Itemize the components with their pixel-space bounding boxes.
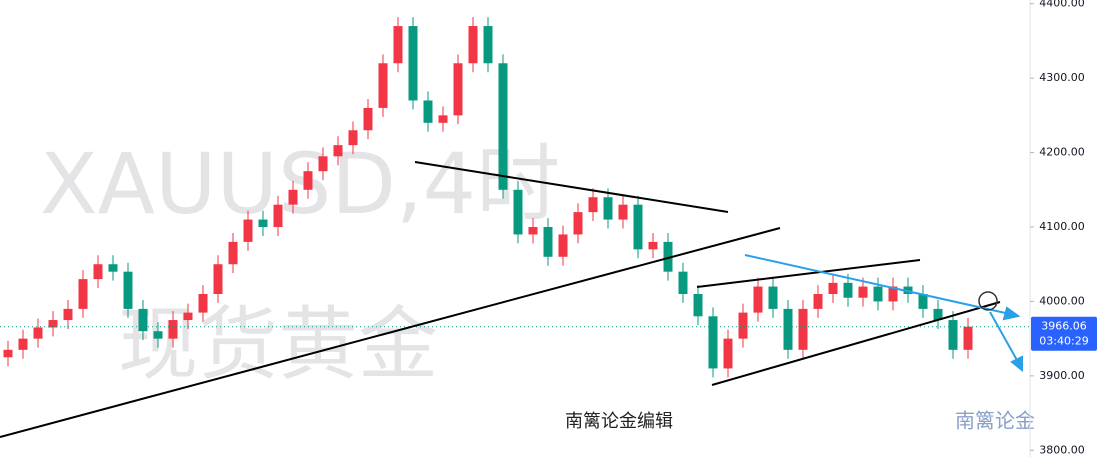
candle-body	[33, 327, 43, 339]
candle-body	[258, 219, 268, 228]
candle-body	[348, 130, 358, 146]
countdown: 03:40:29	[1039, 335, 1088, 348]
candle-body	[288, 189, 298, 205]
candle-body	[468, 26, 478, 64]
arrow-head	[1002, 306, 1021, 321]
y-tick-label: 4100.00	[1039, 220, 1085, 233]
candle-body	[783, 308, 793, 350]
candle-body	[798, 308, 808, 350]
candle-body	[768, 286, 778, 309]
candle-body	[573, 212, 583, 235]
candle-body	[153, 331, 163, 339]
candle-body	[738, 312, 748, 339]
candle-body	[183, 312, 193, 321]
y-tick-label: 3900.00	[1039, 369, 1085, 382]
candle-body	[108, 264, 118, 272]
candle-body	[963, 326, 973, 350]
candle-body	[663, 241, 673, 272]
candle-body	[753, 286, 763, 313]
candle-body	[213, 264, 223, 294]
arrow	[744, 254, 1011, 315]
candle-body	[423, 100, 433, 123]
candle-body	[138, 308, 148, 332]
candle-body	[63, 308, 73, 321]
trendline	[414, 161, 729, 213]
candle-body	[708, 316, 718, 369]
candle-body	[528, 227, 538, 235]
candle-body	[648, 241, 658, 250]
candle-body	[603, 197, 613, 220]
candle-body	[123, 271, 133, 309]
candle-body	[48, 320, 58, 328]
candle-body	[363, 107, 373, 131]
y-tick-label: 3800.00	[1039, 443, 1085, 456]
logo: 南篱论金	[955, 409, 1035, 433]
candle-body	[858, 286, 868, 298]
candle-body	[273, 204, 283, 228]
candle-body	[678, 271, 688, 294]
arrows	[744, 254, 1023, 373]
trendline	[0, 227, 781, 438]
trendline	[711, 301, 1001, 386]
trendline	[696, 259, 921, 288]
candle-body	[333, 145, 343, 157]
candle-body	[453, 63, 463, 116]
trendlines	[0, 161, 1001, 438]
candle-body	[498, 63, 508, 190]
y-tick-label: 4000.00	[1039, 294, 1085, 307]
candle-body	[93, 264, 103, 280]
candle-body	[723, 338, 733, 369]
highlight-circle	[978, 291, 998, 311]
candle-body	[168, 320, 178, 339]
candle-body	[693, 293, 703, 317]
candle-body	[918, 293, 928, 309]
candle-body	[3, 349, 13, 358]
candle-body	[78, 279, 88, 309]
y-tick-label: 4400.00	[1039, 0, 1085, 10]
candle-body	[828, 282, 838, 294]
candle-body	[558, 234, 568, 257]
candle-body	[588, 197, 598, 213]
candle-body	[393, 26, 403, 64]
candle-body	[543, 227, 553, 257]
candle-body	[618, 204, 628, 220]
candle-body	[198, 293, 208, 313]
price-box	[1031, 316, 1097, 351]
candle-body	[813, 293, 823, 309]
candle-body	[438, 115, 448, 123]
candle-body	[483, 26, 493, 64]
candle-body	[243, 219, 253, 242]
candle-body	[633, 204, 643, 250]
annotation: 南篱论金编辑	[565, 411, 673, 432]
watermark-name: 现货黄金	[118, 298, 438, 391]
candle-body	[18, 338, 28, 350]
arrow	[989, 311, 1019, 363]
watermark-symbol: XAUUSD,4时	[40, 135, 560, 233]
candle-body	[948, 320, 958, 350]
arrow-head	[1010, 355, 1023, 373]
candle-body	[873, 286, 883, 302]
candle-body	[933, 308, 943, 321]
candle-body	[513, 189, 523, 235]
y-tick-label: 4300.00	[1039, 71, 1085, 84]
candle-body	[318, 156, 328, 172]
candle-body	[843, 282, 853, 298]
candle-body	[408, 26, 418, 101]
candle-body	[303, 171, 313, 190]
last-price-label: 3966.06	[1041, 320, 1087, 333]
y-tick-label: 4200.00	[1039, 146, 1085, 159]
candle-body	[228, 241, 238, 265]
candle-body	[378, 63, 388, 108]
candle-body	[888, 286, 898, 302]
